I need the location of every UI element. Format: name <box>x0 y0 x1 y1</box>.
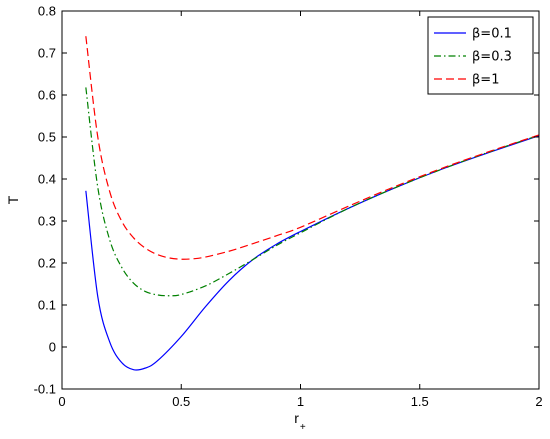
legend: β=0.1 β=0.3 β=1 <box>427 16 534 95</box>
x-tick-label: 0 <box>58 394 65 409</box>
x-tick-label: 2 <box>535 394 542 409</box>
y-tick-label: 0 <box>49 340 56 355</box>
series-line-2 <box>85 87 540 297</box>
y-tick-label: 0.4 <box>38 172 56 187</box>
x-tick-label: 1 <box>297 394 304 409</box>
series-layer <box>85 36 540 371</box>
y-tick-label: 0.6 <box>38 88 56 103</box>
ticks-layer: 0 0.5 1 1.5 2-0.100.10.20.30.40.50.60.70.8 <box>34 4 543 410</box>
y-tick-label: -0.1 <box>34 382 56 397</box>
y-tick-label: 0.7 <box>38 46 56 61</box>
x-axis-title: r+ <box>294 410 306 433</box>
y-tick-label: 0.2 <box>38 256 56 271</box>
y-tick-label: 0.1 <box>38 298 56 313</box>
x-tick-label: 0.5 <box>172 394 190 409</box>
legend-label-1: β=0.1 <box>472 27 512 42</box>
y-axis-title: T <box>5 195 21 204</box>
y-tick-label: 0.5 <box>38 130 56 145</box>
legend-label-3: β=1 <box>472 73 499 88</box>
legend-label-2: β=0.3 <box>472 50 512 65</box>
series-line-3 <box>85 36 540 260</box>
x-tick-label: 1.5 <box>411 394 429 409</box>
x-axis-title-subscript: + <box>300 422 306 433</box>
x-axis-title-main: r <box>294 410 299 426</box>
y-tick-label: 0.8 <box>38 4 56 19</box>
y-tick-label: 0.3 <box>38 214 56 229</box>
